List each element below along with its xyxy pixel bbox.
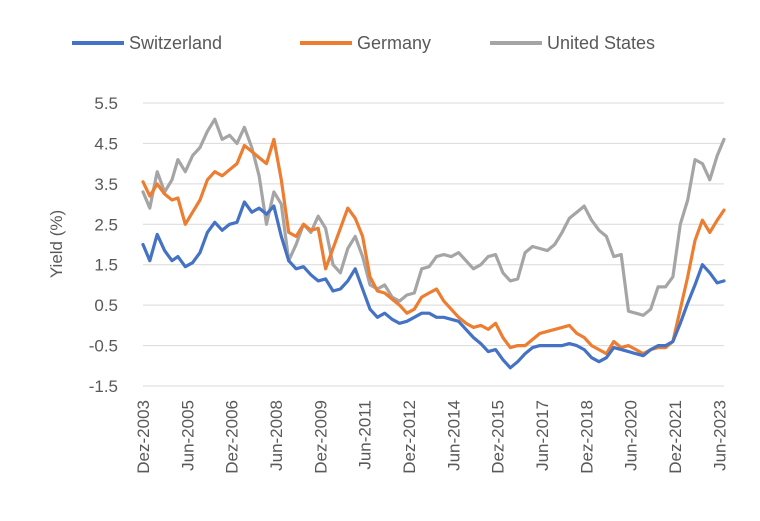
x-tick-label: Jun-2011	[356, 400, 375, 470]
y-tick-label: 1.5	[94, 256, 118, 275]
y-tick-label: 2.5	[94, 215, 118, 234]
x-tick-label: Dez-2012	[400, 400, 419, 474]
x-tick-label: Jun-2023	[710, 400, 729, 471]
legend-label: United States	[547, 33, 655, 53]
y-tick-label: 5.5	[94, 94, 118, 113]
x-tick-label: Jun-2008	[267, 400, 286, 471]
x-tick-label: Dez-2003	[134, 400, 153, 474]
series-lines	[141, 117, 726, 370]
series-line-united-states	[141, 117, 726, 317]
x-tick-label: Dez-2006	[223, 400, 242, 474]
x-tick-label: Dez-2021	[666, 400, 685, 474]
y-tick-label: 3.5	[94, 175, 118, 194]
legend-label: Germany	[357, 33, 431, 53]
x-axis-ticks: Dez-2003 Jun-2005 Dez-2006 Jun-2008 Dez-2009…	[134, 400, 729, 474]
y-tick-label: 4.5	[94, 134, 118, 153]
y-axis-title: Yield (%)	[47, 210, 66, 278]
x-tick-label: Jun-2014	[444, 400, 463, 471]
y-axis-ticks: 5.5 4.5 3.5 2.5 1.5 0.5 -0.5 -1.5	[89, 94, 118, 396]
x-tick-label: Jun-2017	[533, 400, 552, 471]
x-tick-label: Jun-2005	[178, 400, 197, 471]
legend-label: Switzerland	[129, 33, 222, 53]
x-tick-label: Jun-2020	[622, 400, 641, 471]
y-tick-label: -0.5	[89, 337, 118, 356]
x-tick-label: Dez-2018	[577, 400, 596, 474]
x-tick-label: Dez-2015	[489, 400, 508, 474]
gridlines	[143, 102, 724, 387]
y-tick-label: -1.5	[89, 377, 118, 396]
legend: Switzerland Germany United States	[72, 33, 655, 53]
y-tick-label: 0.5	[94, 296, 118, 315]
series-line-germany	[141, 137, 726, 356]
series-line-switzerland	[141, 200, 726, 370]
x-tick-label: Dez-2009	[311, 400, 330, 474]
